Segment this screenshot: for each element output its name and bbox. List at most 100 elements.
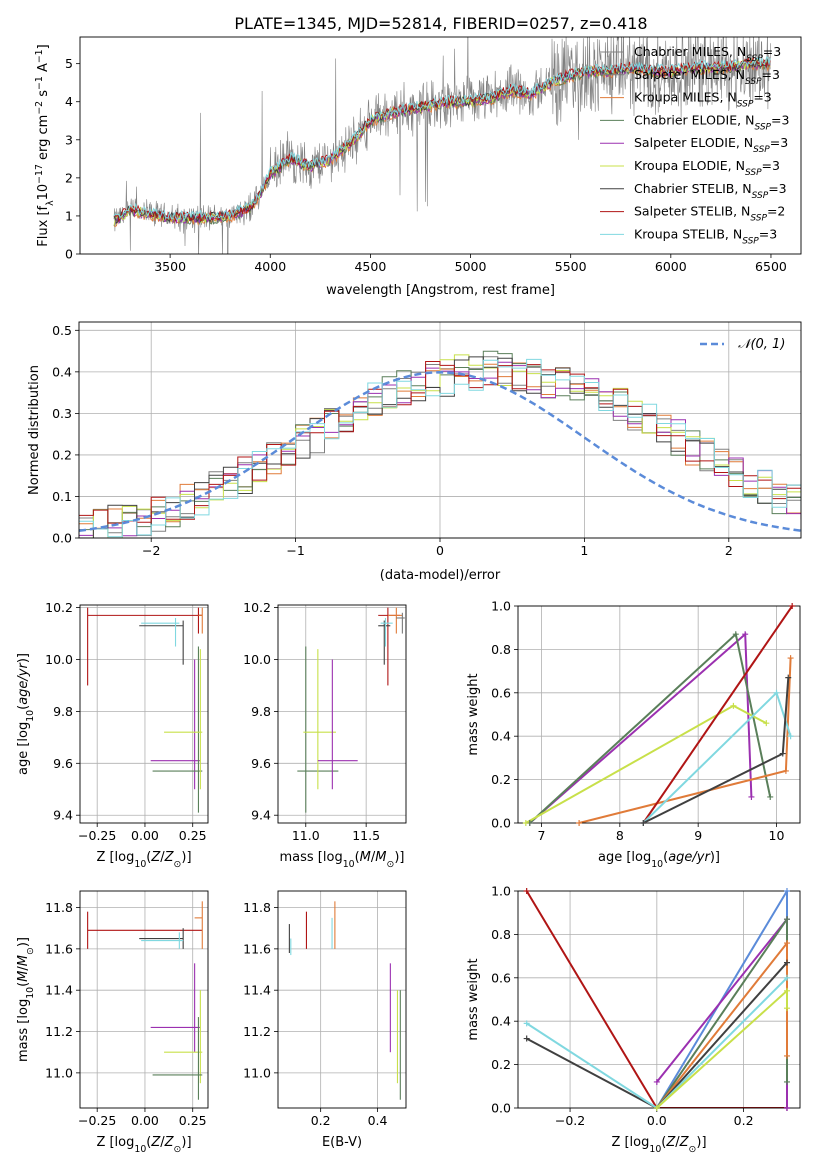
legend-text: Kroupa MILES, N xyxy=(634,90,737,105)
y-tick-label: 0.1 xyxy=(52,489,72,504)
weight-marker xyxy=(783,1105,790,1111)
y-tick-label: 0.4 xyxy=(491,1014,511,1029)
y-tick-label: 0.3 xyxy=(52,406,72,421)
hist-step-salpeter_stelib xyxy=(79,361,801,524)
legend-suffix: =2 xyxy=(767,204,785,219)
weight-marker xyxy=(742,631,749,638)
weight-line-salpeter_stelib xyxy=(525,891,787,1108)
axes-spectrum: 3500 4000 4500 5000 5500 6000 6500 0 1 2 3 4 5 wavele… xyxy=(34,36,802,298)
label-part: Z xyxy=(164,1135,175,1150)
x-axis-label: age [log10(age/yr)] xyxy=(598,850,720,870)
legend-label: Chabrier MILES, NSSP=3 xyxy=(634,44,781,64)
data-spectrum-line xyxy=(113,37,771,254)
x-tick-label: 7 xyxy=(538,828,546,843)
weight-marker xyxy=(522,820,529,826)
legend-text: Salpeter STELIB, N xyxy=(634,204,750,219)
label-part: ⊙ xyxy=(387,859,395,870)
label-part: age [log xyxy=(16,722,31,775)
weight-marker xyxy=(523,1035,530,1042)
legend-suffix: =3 xyxy=(762,67,780,82)
x-axis-label: (data-model)/error xyxy=(380,568,501,583)
label-part: )] xyxy=(696,1135,706,1150)
weight-marker xyxy=(779,750,786,757)
y-tick-label: 0 xyxy=(65,247,73,262)
x-tick-label: 0.2 xyxy=(734,1113,754,1128)
x-tick-label: 10 xyxy=(769,828,785,843)
x-tick-label: 11.5 xyxy=(352,828,380,843)
weight-marker xyxy=(653,1105,660,1111)
label-part: ⊙ xyxy=(174,859,182,870)
legend-label: Salpeter MILES, NSSP=3 xyxy=(634,67,780,87)
x-tick-label: 0.2 xyxy=(311,1113,331,1128)
label-part: )] xyxy=(181,1135,191,1150)
weight-marker xyxy=(576,820,583,826)
legend-suffix: =3 xyxy=(763,44,781,59)
y-axis-label: Flux [fλ10−17 erg cm−2 s−1 A−1] xyxy=(34,44,56,246)
label-part: 10 xyxy=(25,987,36,999)
x-tick-label: 4500 xyxy=(354,259,386,274)
y-tick-label: 0.8 xyxy=(491,927,511,942)
legend-label: Kroupa ELODIE, NSSP=3 xyxy=(634,158,780,178)
y-tick-label: 11.0 xyxy=(243,1065,271,1080)
x-tick-label: −0.25 xyxy=(78,1113,116,1128)
y-tick-label: 1.0 xyxy=(491,599,511,614)
x-tick-label: 9 xyxy=(694,828,702,843)
hist-step-kroupa_stelib xyxy=(79,358,801,538)
weight-marker xyxy=(783,1005,790,1012)
axes-age-vs-Z: −0.25 0.00 0.259.49.69.810.010.2Z [log10(Z… xyxy=(16,600,209,870)
y-tick-label: 11.6 xyxy=(243,941,271,956)
label-part: / xyxy=(675,1135,680,1150)
label-part: 10 xyxy=(649,1144,661,1155)
label-part: M xyxy=(360,850,371,865)
y-tick-label: 9.6 xyxy=(251,756,271,771)
y-tick-label: 11.8 xyxy=(45,900,73,915)
x-tick-label: 0.00 xyxy=(131,1113,159,1128)
y-tick-label: 10.2 xyxy=(45,600,73,615)
y-tick-label: 9.8 xyxy=(53,704,73,719)
plot-area-mass-vs-ebv xyxy=(288,901,401,1100)
normal-curve xyxy=(79,371,801,532)
label-part: A xyxy=(36,63,51,76)
label-part: Flux [f xyxy=(36,205,51,246)
x-tick-label: 0.00 xyxy=(131,828,159,843)
y-tick-label: 11.2 xyxy=(45,1024,73,1039)
weight-marker xyxy=(787,733,794,740)
x-tick-label: 0.0 xyxy=(647,1113,667,1128)
x-tick-label: 0.4 xyxy=(368,1113,388,1128)
label-part: / xyxy=(371,850,376,865)
legend-label: Kroupa MILES, NSSP=3 xyxy=(634,90,772,110)
label-part: 10 xyxy=(343,859,355,870)
x-tick-label: 4000 xyxy=(254,259,286,274)
figure-title: PLATE=1345, MJD=52814, FIBERID=0257, z=0… xyxy=(234,14,647,33)
weight-marker xyxy=(785,674,792,681)
y-tick-label: 0.5 xyxy=(52,323,72,338)
axes-frame xyxy=(277,604,407,824)
legend-sub: SSP xyxy=(752,191,769,201)
x-tick-label: 3500 xyxy=(154,259,186,274)
x-tick-label: 8 xyxy=(616,828,624,843)
label-part: −1 xyxy=(34,76,45,90)
y-tick-label: 0.6 xyxy=(491,970,511,985)
label-part: −2 xyxy=(34,101,45,115)
label-part: Z [log xyxy=(96,850,134,865)
y-tick-label: 4 xyxy=(65,94,73,109)
y-tick-label: 10.2 xyxy=(243,600,271,615)
plot-area-age-vs-mass xyxy=(297,607,405,813)
legend-text: Kroupa ELODIE, N xyxy=(634,158,745,173)
legend-label: Kroupa STELIB, NSSP=3 xyxy=(634,226,777,246)
legend-label: Chabrier STELIB, NSSP=3 xyxy=(634,181,787,201)
x-tick-label: 6000 xyxy=(655,259,687,274)
x-tick-label: −0.2 xyxy=(555,1113,585,1128)
y-tick-label: 11.4 xyxy=(45,983,73,998)
x-axis-label: E(B-V) xyxy=(322,1135,362,1150)
y-tick-label: 0.0 xyxy=(491,816,511,831)
y-axis-label: Normed distribution xyxy=(27,365,42,495)
label-part: )] xyxy=(710,850,720,865)
y-tick-label: 3 xyxy=(65,132,73,147)
legend-text: Chabrier ELODIE, N xyxy=(634,112,754,127)
label-part: Z xyxy=(150,1135,161,1150)
legend-label: Salpeter STELIB, NSSP=2 xyxy=(634,204,785,224)
label-part: 10 xyxy=(25,710,36,722)
legend-suffix: =3 xyxy=(753,90,771,105)
